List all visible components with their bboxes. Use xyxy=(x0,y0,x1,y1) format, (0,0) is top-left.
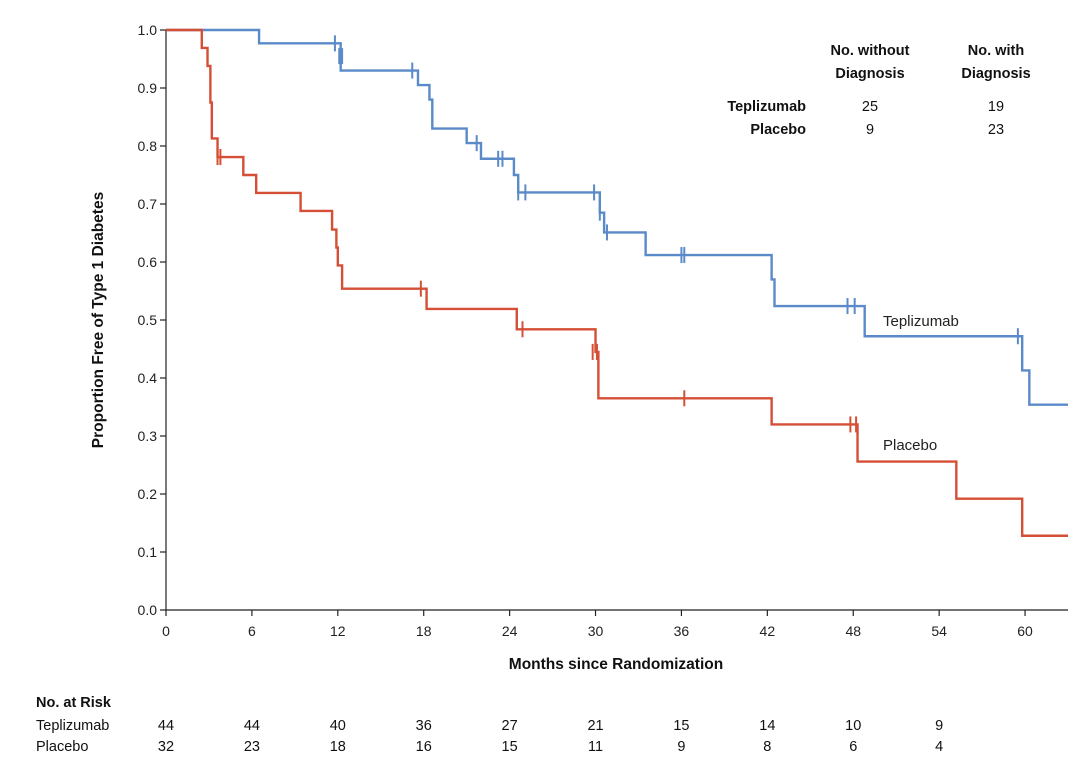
at-risk-value-teplizumab: 15 xyxy=(673,718,689,734)
at-risk-row-teplizumab-name: Teplizumab xyxy=(36,718,109,734)
at-risk-value-teplizumab: 27 xyxy=(502,718,518,734)
at-risk-row-placebo-name: Placebo xyxy=(36,739,88,755)
y-tick-label-0.5: 0.5 xyxy=(138,312,158,328)
x-tick-label-30: 30 xyxy=(588,623,604,639)
y-tick-label-0.0: 0.0 xyxy=(138,602,158,618)
x-tick-label-0: 0 xyxy=(162,623,170,639)
series-line-placebo xyxy=(166,28,1068,537)
x-tick-label-48: 48 xyxy=(845,623,861,639)
at-risk-value-teplizumab: 40 xyxy=(330,718,346,734)
x-tick-label-60: 60 xyxy=(1017,623,1033,639)
at-risk-value-placebo: 6 xyxy=(849,739,857,755)
summary-col2-header-line1: No. with xyxy=(968,43,1024,59)
y-tick-label-0.1: 0.1 xyxy=(138,544,158,560)
at-risk-value-placebo: 8 xyxy=(763,739,771,755)
at-risk-value-placebo: 9 xyxy=(677,739,685,755)
at-risk-value-placebo: 15 xyxy=(502,739,518,755)
summary-row-placebo-without: 9 xyxy=(866,122,874,138)
y-tick-label-0.8: 0.8 xyxy=(138,138,158,154)
summary-table: No. without Diagnosis No. with Diagnosis… xyxy=(727,43,1030,138)
plot-area xyxy=(166,28,1068,537)
x-tick-label-12: 12 xyxy=(330,623,346,639)
at-risk-title: No. at Risk xyxy=(36,695,112,711)
y-tick-label-0.2: 0.2 xyxy=(138,486,158,502)
y-tick-label-1.0: 1.0 xyxy=(138,22,158,38)
at-risk-value-placebo: 23 xyxy=(244,739,260,755)
summary-row-placebo-name: Placebo xyxy=(750,122,806,138)
x-axis-title: Months since Randomization xyxy=(509,656,723,673)
series-line-teplizumab xyxy=(166,28,1068,406)
at-risk-value-teplizumab: 44 xyxy=(158,718,174,734)
at-risk-value-placebo: 18 xyxy=(330,739,346,755)
y-tick-label-0.6: 0.6 xyxy=(138,254,158,270)
at-risk-value-teplizumab: 21 xyxy=(587,718,603,734)
at-risk-value-teplizumab: 9 xyxy=(935,718,943,734)
y-tick-label-0.9: 0.9 xyxy=(138,80,158,96)
at-risk-table: No. at Risk Teplizumab Placebo 44 44 40 36 2… xyxy=(36,695,943,755)
summary-row-teplizumab-without: 25 xyxy=(862,99,878,115)
axes: 0.0 0.1 0.2 0.3 0.4 0.5 0.6 0.7 0.8 0.9 1.0 0 6 12 18 2… xyxy=(138,22,1068,639)
at-risk-value-teplizumab: 10 xyxy=(845,718,861,734)
summary-col1-header-line2: Diagnosis xyxy=(835,66,904,82)
x-tick-label-18: 18 xyxy=(416,623,432,639)
y-tick-label-0.7: 0.7 xyxy=(138,196,158,212)
x-tick-label-42: 42 xyxy=(760,623,776,639)
y-axis-title: Proportion Free of Type 1 Diabetes xyxy=(90,192,107,448)
x-tick-label-24: 24 xyxy=(502,623,518,639)
at-risk-value-placebo: 11 xyxy=(588,739,603,755)
at-risk-value-teplizumab: 44 xyxy=(244,718,260,734)
y-tick-label-0.3: 0.3 xyxy=(138,428,158,444)
series-label-placebo: Placebo xyxy=(883,437,937,454)
at-risk-value-placebo: 32 xyxy=(158,739,174,755)
at-risk-value-teplizumab: 36 xyxy=(416,718,432,734)
summary-col1-header-line1: No. without xyxy=(831,43,910,59)
x-tick-label-6: 6 xyxy=(248,623,256,639)
at-risk-value-placebo: 4 xyxy=(935,739,943,755)
summary-row-placebo-with: 23 xyxy=(988,122,1004,138)
at-risk-value-placebo: 16 xyxy=(416,739,432,755)
y-tick-label-0.4: 0.4 xyxy=(138,370,158,386)
x-tick-label-54: 54 xyxy=(931,623,947,639)
x-tick-label-36: 36 xyxy=(674,623,690,639)
summary-row-teplizumab-name: Teplizumab xyxy=(727,99,806,115)
summary-col2-header-line2: Diagnosis xyxy=(961,66,1030,82)
at-risk-value-teplizumab: 14 xyxy=(759,718,775,734)
y-axis-title-text: Proportion Free of Type 1 Diabetes xyxy=(90,192,107,448)
summary-row-teplizumab-with: 19 xyxy=(988,99,1004,115)
series-label-teplizumab: Teplizumab xyxy=(883,313,959,330)
